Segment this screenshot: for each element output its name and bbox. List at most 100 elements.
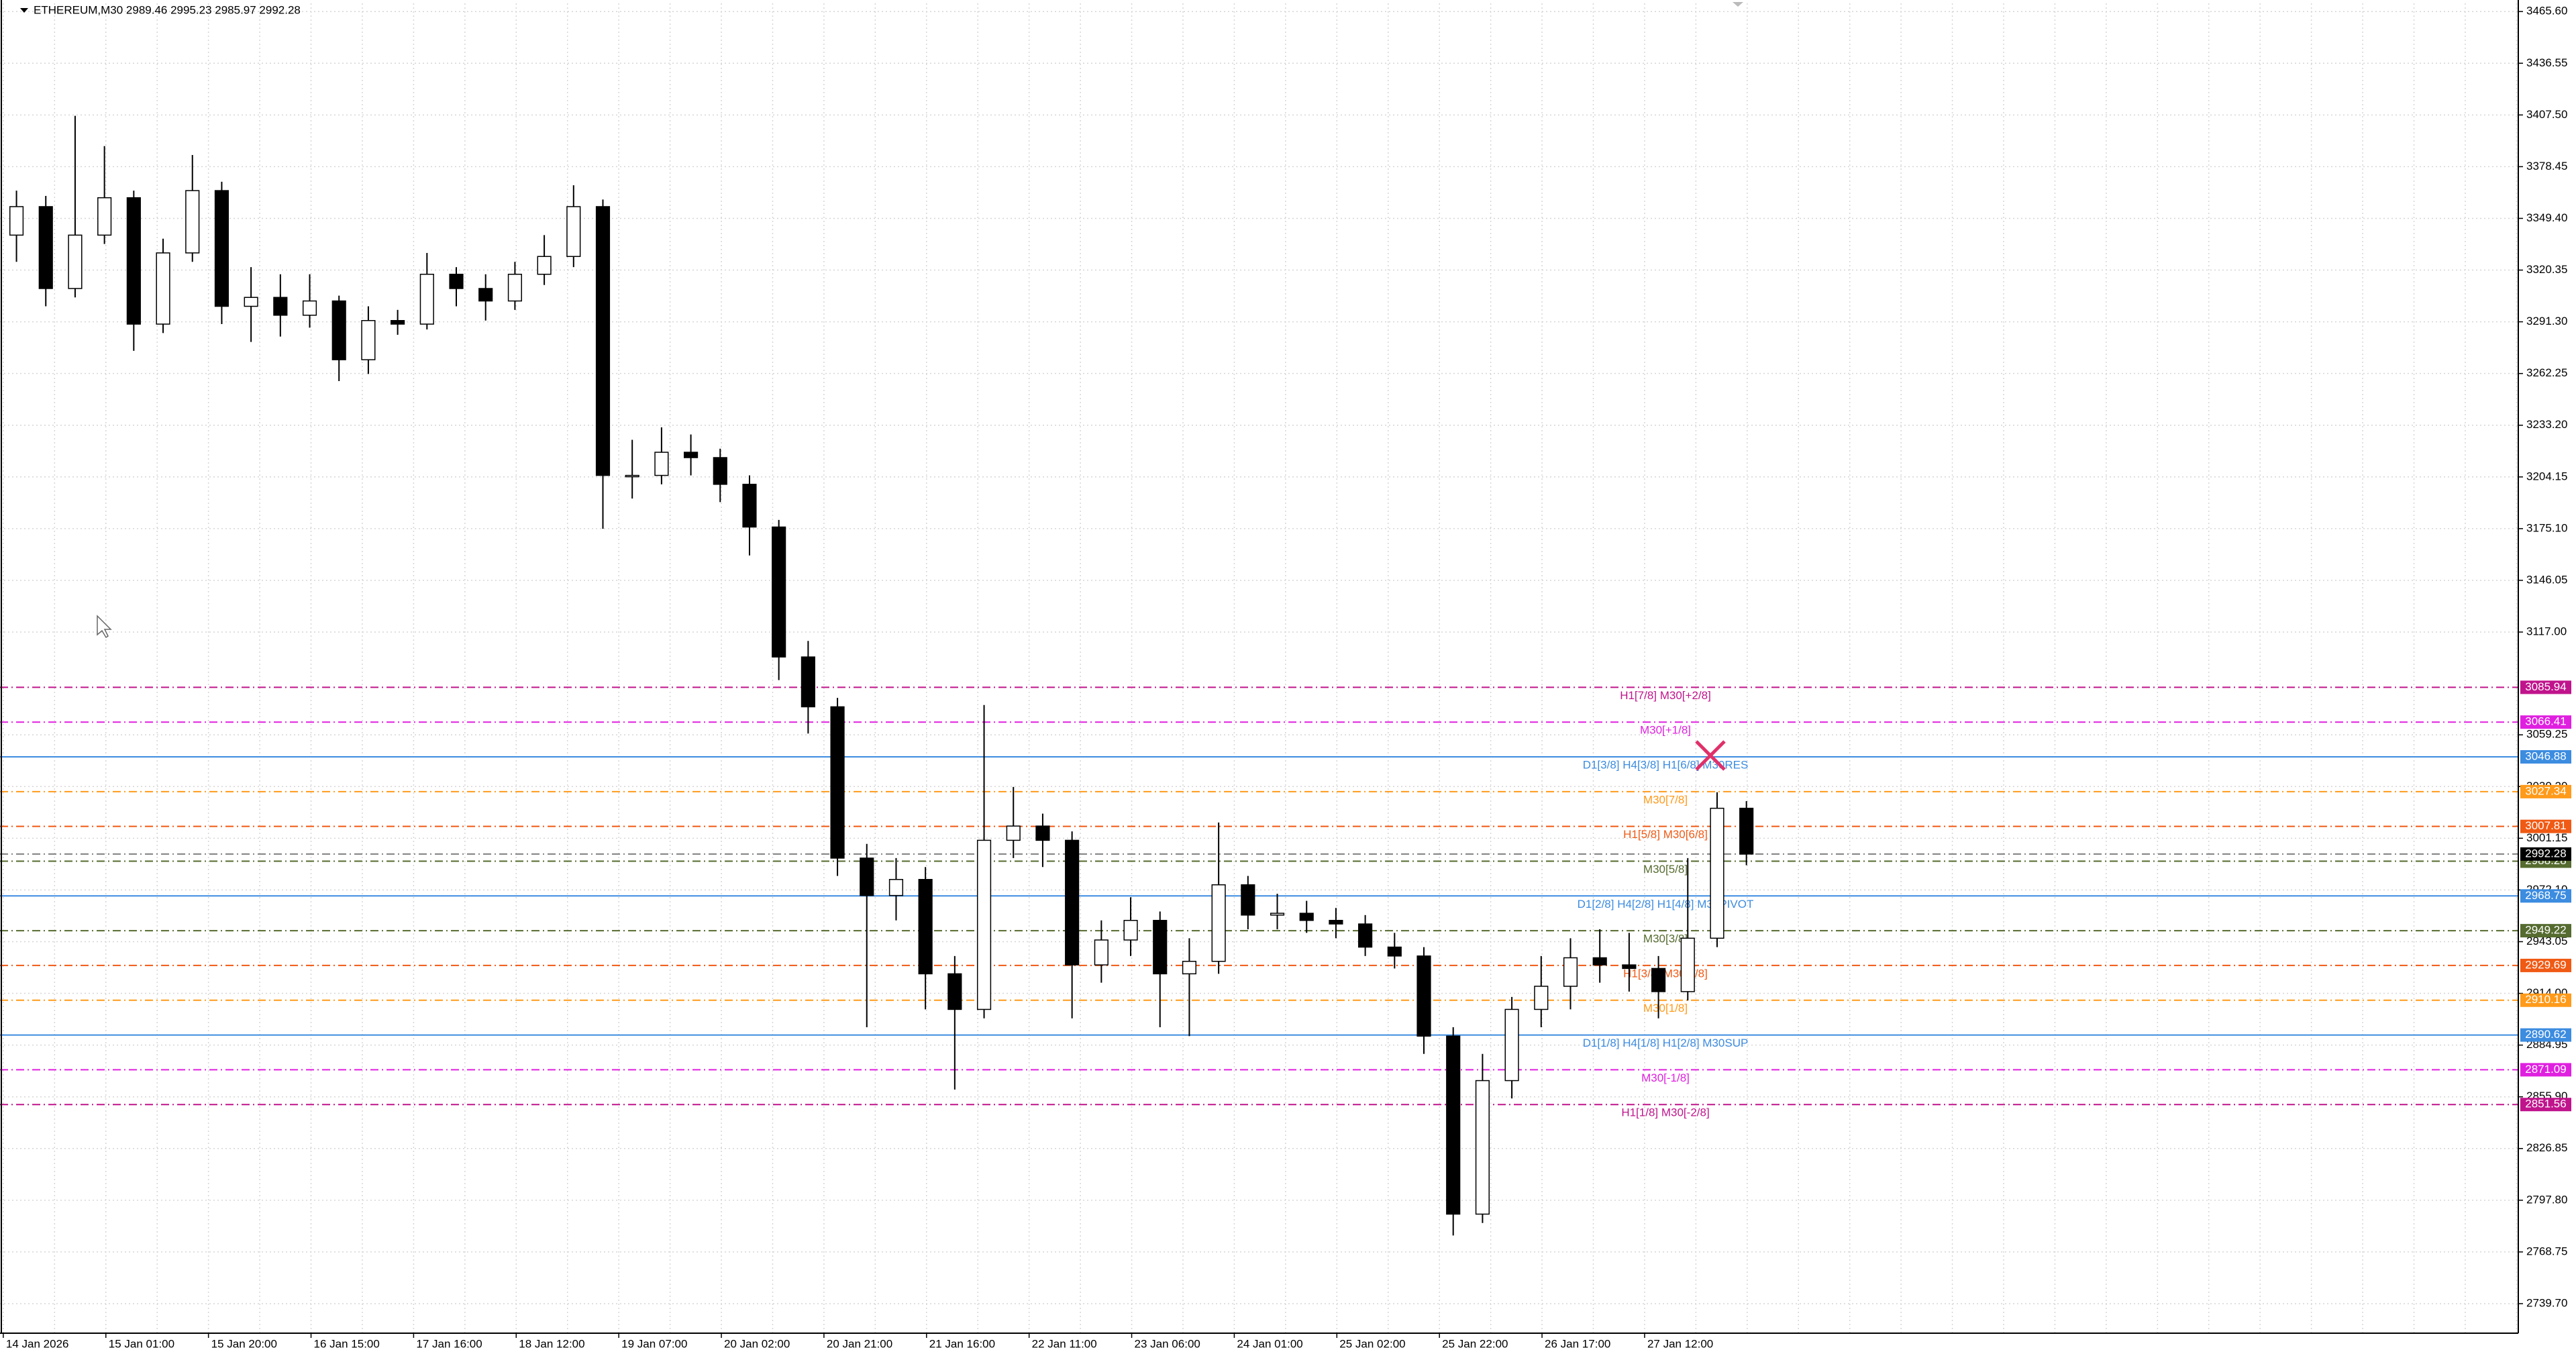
candle-body (1710, 807, 1724, 939)
candle-body (537, 256, 552, 275)
level-label: M30[7/8] (1643, 793, 1688, 806)
price-tag-label: 2929.69 (2525, 958, 2566, 971)
candle-body (1739, 807, 1754, 855)
price-tag (2520, 819, 2571, 833)
candle-body (1387, 946, 1402, 957)
candle-body (918, 879, 933, 975)
y-tick-label: 3407.50 (2526, 108, 2567, 121)
price-tag (2520, 750, 2571, 764)
price-tag-label: 3007.81 (2525, 819, 2566, 832)
candles (9, 115, 1754, 1236)
y-tick-label: 3233.20 (2526, 418, 2567, 431)
price-tag (2520, 924, 2571, 938)
level-label: M30[1/8] (1643, 1002, 1688, 1014)
x-tick-label: 24 Jan 01:00 (1237, 1337, 1302, 1350)
candle-body (1622, 964, 1637, 970)
y-tick-label: 2826.85 (2526, 1141, 2567, 1154)
y-tick-label: 2768.75 (2526, 1245, 2567, 1257)
y-tick-label: 3320.35 (2526, 263, 2567, 276)
candle-body (1123, 920, 1138, 941)
candle-body (273, 297, 288, 316)
y-tick-label: 3465.60 (2526, 5, 2567, 17)
candle-body (361, 320, 376, 360)
level-label: M30[-1/8] (1641, 1072, 1690, 1084)
chart-title: ETHEREUM,M30 2989.46 2995.23 2985.97 299… (34, 3, 301, 16)
x-tick-label: 15 Jan 01:00 (109, 1337, 174, 1350)
candle-body (713, 457, 727, 485)
bid-tag-label: 2992.28 (2525, 847, 2566, 859)
menu-arrow[interactable] (20, 8, 28, 13)
candle-body (331, 300, 346, 360)
candle-body (1563, 957, 1578, 987)
candle-body (214, 190, 229, 307)
candle-body (860, 857, 874, 896)
level-label: D1[2/8] H4[2/8] H1[4/8] M30PIVOT (1578, 898, 1754, 910)
y-tick-label: 2739.70 (2526, 1296, 2567, 1309)
candle-body (772, 526, 786, 658)
x-tick-label: 14 Jan 2026 (6, 1337, 69, 1350)
y-tick-label: 3262.25 (2526, 366, 2567, 379)
x-tick-label: 16 Jan 15:00 (314, 1337, 380, 1350)
price-tag (2520, 993, 2571, 1007)
price-tag (2520, 889, 2571, 903)
candle-body (1065, 839, 1080, 966)
y-tick-label: 3059.25 (2526, 728, 2567, 741)
cross-stroke (1695, 740, 1726, 771)
level-label: H1[7/8] M30[+2/8] (1620, 689, 1711, 702)
x-tick-label: 17 Jan 16:00 (416, 1337, 482, 1350)
level-label: H1[5/8] M30[6/8] (1623, 828, 1708, 841)
price-tag-label: 3027.34 (2525, 784, 2566, 797)
price-tag-label: 2968.75 (2525, 889, 2566, 902)
candle-body (976, 839, 992, 1010)
candle-body (801, 656, 815, 708)
level-label: M30[5/8] (1643, 863, 1688, 876)
candle-body (1153, 920, 1168, 975)
price-tag-label: 2851.56 (2525, 1098, 2566, 1110)
y-tick-label: 3146.05 (2526, 573, 2567, 586)
level-label: D1[1/8] H4[1/8] H1[2/8] M30SUP (1583, 1037, 1749, 1049)
price-tag-label: 2949.22 (2525, 924, 2566, 937)
candle-body (1182, 961, 1197, 975)
candle-body (1270, 912, 1285, 916)
candle-body (888, 879, 904, 896)
y-tick-label: 3117.00 (2526, 625, 2567, 637)
mouse-cursor (97, 615, 112, 639)
candle-body (1241, 884, 1255, 916)
candle-body (449, 274, 464, 289)
price-tag-label: 3046.88 (2525, 750, 2566, 763)
candle-body (1094, 939, 1109, 966)
candle-body (595, 206, 611, 476)
price-tag-label: 2890.62 (2525, 1028, 2566, 1041)
y-tick-label: 3291.30 (2526, 315, 2567, 327)
x-tick-label: 21 Jan 16:00 (929, 1337, 995, 1350)
y-tick-label: 3349.40 (2526, 211, 2567, 224)
y-tick-label: 3001.15 (2526, 831, 2567, 844)
scroll-marker[interactable] (1733, 2, 1743, 7)
candle-body (244, 297, 258, 307)
x-tick-label: 15 Jan 20:00 (211, 1337, 277, 1350)
y-tick-label: 3175.10 (2526, 521, 2567, 534)
candle-body (1446, 1035, 1461, 1215)
candle-body (1211, 884, 1226, 962)
level-label: M30[+1/8] (1640, 724, 1691, 737)
candle-body (1006, 825, 1021, 841)
y-tick-label: 2943.05 (2526, 935, 2567, 947)
x-tick-label: 18 Jan 12:00 (519, 1337, 584, 1350)
candle-body (419, 274, 434, 325)
level-label: H1[1/8] M30[-2/8] (1621, 1106, 1709, 1119)
candle-body (1299, 912, 1314, 921)
candle-body (1651, 968, 1666, 992)
y-tick-label: 3204.15 (2526, 470, 2567, 482)
price-tag-label: 2871.09 (2525, 1063, 2566, 1076)
candle-body (185, 190, 200, 254)
x-tick-label: 27 Jan 12:00 (1647, 1337, 1713, 1350)
price-tag (2520, 784, 2571, 798)
candle-body (625, 474, 639, 478)
price-tag (2520, 1028, 2571, 1042)
price-tag (2520, 958, 2571, 972)
candle-body (1592, 957, 1607, 966)
price-tag (2520, 1098, 2571, 1112)
candle-body (156, 252, 170, 325)
candle-body (1475, 1080, 1490, 1215)
